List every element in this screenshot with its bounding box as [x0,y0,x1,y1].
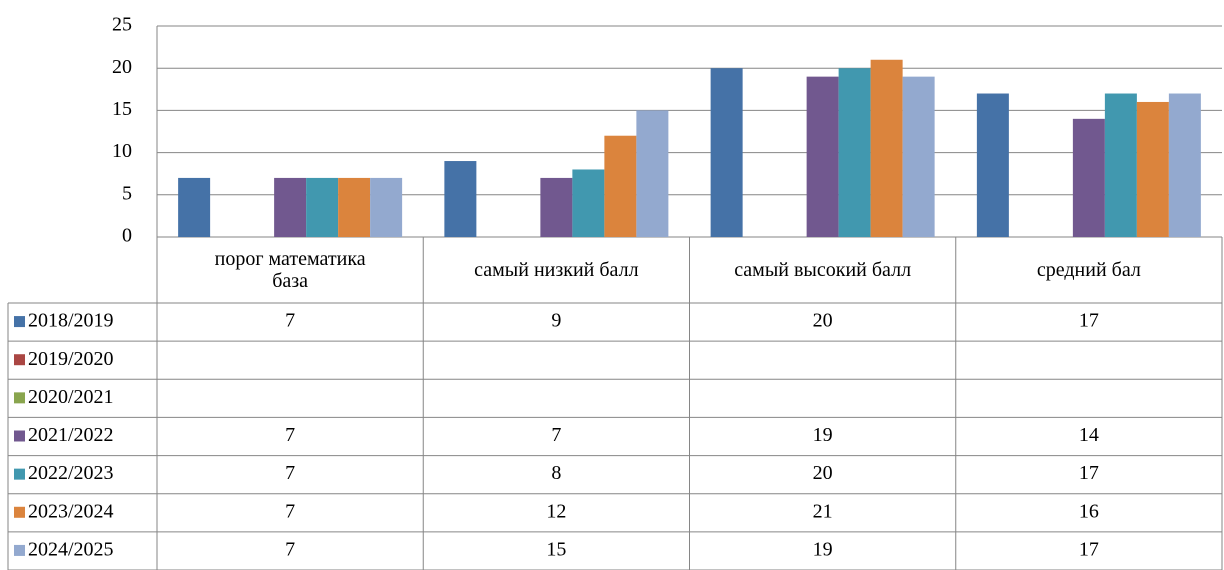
legend-label: 2021/2022 [28,424,114,446]
y-tick-label: 0 [122,225,132,247]
bar [838,68,871,237]
bar [1168,93,1201,238]
bar [604,135,637,237]
category-cell: самый высокий балл [734,259,912,281]
bar [370,177,403,237]
table-value: 7 [285,424,295,446]
bar [1104,93,1137,238]
table-value: 7 [551,424,561,446]
legend-label: 2022/2023 [28,462,114,484]
category-cell: самый низкий балл [474,259,639,281]
table-value: 17 [1079,539,1099,561]
table-value: 17 [1079,462,1099,484]
x-tick-label: средний бал [1036,259,1141,281]
y-tick-label: 25 [112,14,132,36]
bar [710,68,743,237]
legend-label: 2023/2024 [28,500,114,522]
table-value: 9 [551,310,561,332]
bar [540,177,573,237]
table-value: 20 [813,310,833,332]
table-value: 16 [1079,500,1099,522]
x-tick-label: самый низкий балл [474,259,639,281]
y-tick-label: 15 [112,98,132,120]
bar [572,169,605,237]
table-value: 20 [813,462,833,484]
legend-key [14,316,25,328]
bar [338,177,371,237]
y-tick-label: 10 [112,140,132,162]
table-value: 15 [546,539,566,561]
legend-key [14,392,25,404]
bar [1136,101,1169,238]
legend-label: 2018/2019 [28,310,114,332]
bar [306,177,339,237]
table-value: 19 [813,539,833,561]
table-value: 19 [813,424,833,446]
y-tick-label: 5 [122,182,132,204]
bar [976,93,1009,238]
table-value: 12 [546,500,566,522]
legend-key [14,506,25,518]
legend-label: 2019/2020 [28,348,114,370]
bar [870,59,903,238]
bar [806,76,839,237]
legend-key [14,544,25,556]
legend-label: 2020/2021 [28,386,114,408]
x-tick-label: порог математика база [214,248,366,292]
category-cell: порог математика база [214,248,366,292]
table-value: 8 [551,462,561,484]
legend-key [14,354,25,366]
table-value: 7 [285,500,295,522]
x-tick-label: самый высокий балл [734,259,912,281]
table-value: 7 [285,539,295,561]
bar [1072,118,1105,237]
bar [274,177,307,237]
legend-label: 2024/2025 [28,539,114,561]
bar [636,110,669,237]
y-tick-label: 20 [112,56,132,78]
bar [444,161,477,237]
table-value: 17 [1079,310,1099,332]
legend-key [14,430,25,442]
table-value: 14 [1079,424,1099,446]
table-value: 7 [285,310,295,332]
table-value: 21 [813,500,833,522]
bar [902,76,935,237]
legend-key [14,468,25,480]
category-cell: средний бал [1036,259,1141,281]
table-value: 7 [285,462,295,484]
bar [178,177,211,237]
